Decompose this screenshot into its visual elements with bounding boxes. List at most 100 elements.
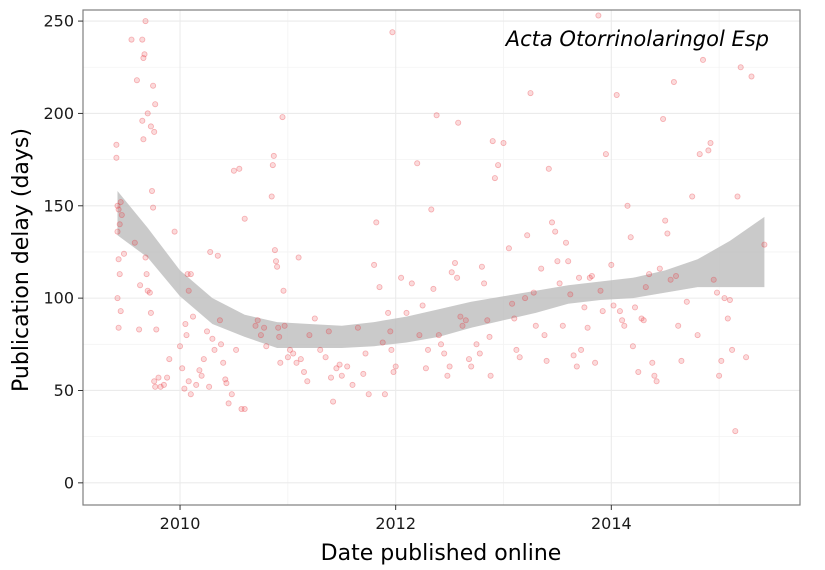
data-point	[619, 317, 626, 324]
data-point	[613, 92, 620, 99]
data-point	[252, 322, 259, 329]
data-point	[139, 36, 146, 43]
x-tick-label: 2014	[591, 514, 632, 533]
data-point	[187, 271, 194, 278]
data-point	[150, 204, 157, 211]
data-point	[660, 116, 667, 123]
y-tick-label: 150	[43, 196, 74, 215]
data-point	[743, 354, 750, 361]
data-point	[476, 350, 483, 357]
data-point	[489, 138, 496, 145]
data-point	[505, 245, 512, 252]
data-point	[444, 372, 451, 379]
confidence-band	[117, 191, 765, 348]
data-point	[376, 284, 383, 291]
data-point	[567, 291, 574, 298]
data-point	[726, 296, 733, 303]
x-axis-title: Date published online	[321, 541, 562, 566]
data-point	[718, 357, 725, 364]
data-point	[721, 295, 728, 302]
data-point	[388, 346, 395, 353]
data-point	[152, 101, 159, 108]
data-point	[707, 139, 714, 146]
data-point	[128, 36, 135, 43]
data-point	[207, 248, 214, 255]
data-point	[198, 372, 205, 379]
data-point	[570, 352, 577, 359]
data-point	[203, 328, 210, 335]
data-point	[115, 256, 122, 263]
data-point	[487, 372, 494, 379]
data-point	[220, 359, 227, 366]
data-point	[330, 398, 337, 405]
data-point	[700, 56, 707, 63]
data-point	[157, 383, 164, 390]
data-point	[116, 221, 123, 228]
data-point	[538, 265, 545, 272]
data-point	[610, 302, 617, 309]
data-point	[392, 363, 399, 370]
data-point	[290, 350, 297, 357]
data-point	[642, 284, 649, 291]
data-point	[200, 356, 207, 363]
data-point	[184, 271, 191, 278]
x-tick-label: 2010	[160, 514, 201, 533]
data-point	[223, 380, 230, 387]
data-point	[559, 322, 566, 329]
data-point	[327, 374, 334, 381]
data-point	[182, 320, 189, 327]
data-point	[586, 274, 593, 281]
data-point	[588, 272, 595, 279]
data-point	[365, 391, 372, 398]
data-point	[428, 206, 435, 213]
data-point	[185, 378, 192, 385]
data-point	[584, 324, 591, 331]
data-point	[121, 250, 128, 257]
data-point	[293, 359, 300, 366]
data-point	[683, 298, 690, 305]
data-point	[696, 151, 703, 158]
data-point	[322, 354, 329, 361]
data-point	[117, 199, 124, 206]
data-point	[629, 343, 636, 350]
data-point	[137, 282, 144, 289]
data-point	[187, 391, 194, 398]
data-point	[737, 64, 744, 71]
data-point	[144, 287, 151, 294]
data-point	[142, 18, 149, 25]
x-axis: 2010 2012 2014	[160, 505, 632, 533]
data-point	[627, 234, 634, 241]
data-point	[275, 324, 282, 331]
data-point	[241, 215, 248, 222]
data-point	[115, 206, 122, 213]
data-point	[160, 381, 167, 388]
data-point	[565, 258, 572, 265]
data-point	[638, 315, 645, 322]
data-point	[362, 350, 369, 357]
data-point	[155, 374, 162, 381]
data-point	[451, 259, 458, 266]
data-point	[573, 363, 580, 370]
data-point	[597, 287, 604, 294]
data-point	[257, 332, 264, 339]
data-point	[193, 381, 200, 388]
data-point	[233, 346, 240, 353]
data-point	[311, 315, 318, 322]
data-point	[230, 167, 237, 174]
data-point	[714, 289, 721, 296]
data-point	[272, 258, 279, 265]
data-point	[268, 193, 275, 200]
data-point	[653, 378, 660, 385]
data-point	[716, 372, 723, 379]
data-point	[280, 287, 287, 294]
data-point	[181, 385, 188, 392]
data-point	[222, 376, 229, 383]
data-point	[670, 79, 677, 86]
data-point	[621, 322, 628, 329]
data-point	[150, 82, 157, 89]
data-point	[228, 391, 235, 398]
data-point	[599, 308, 606, 315]
data-point	[576, 274, 583, 281]
data-point	[385, 309, 392, 316]
data-points	[113, 12, 768, 435]
